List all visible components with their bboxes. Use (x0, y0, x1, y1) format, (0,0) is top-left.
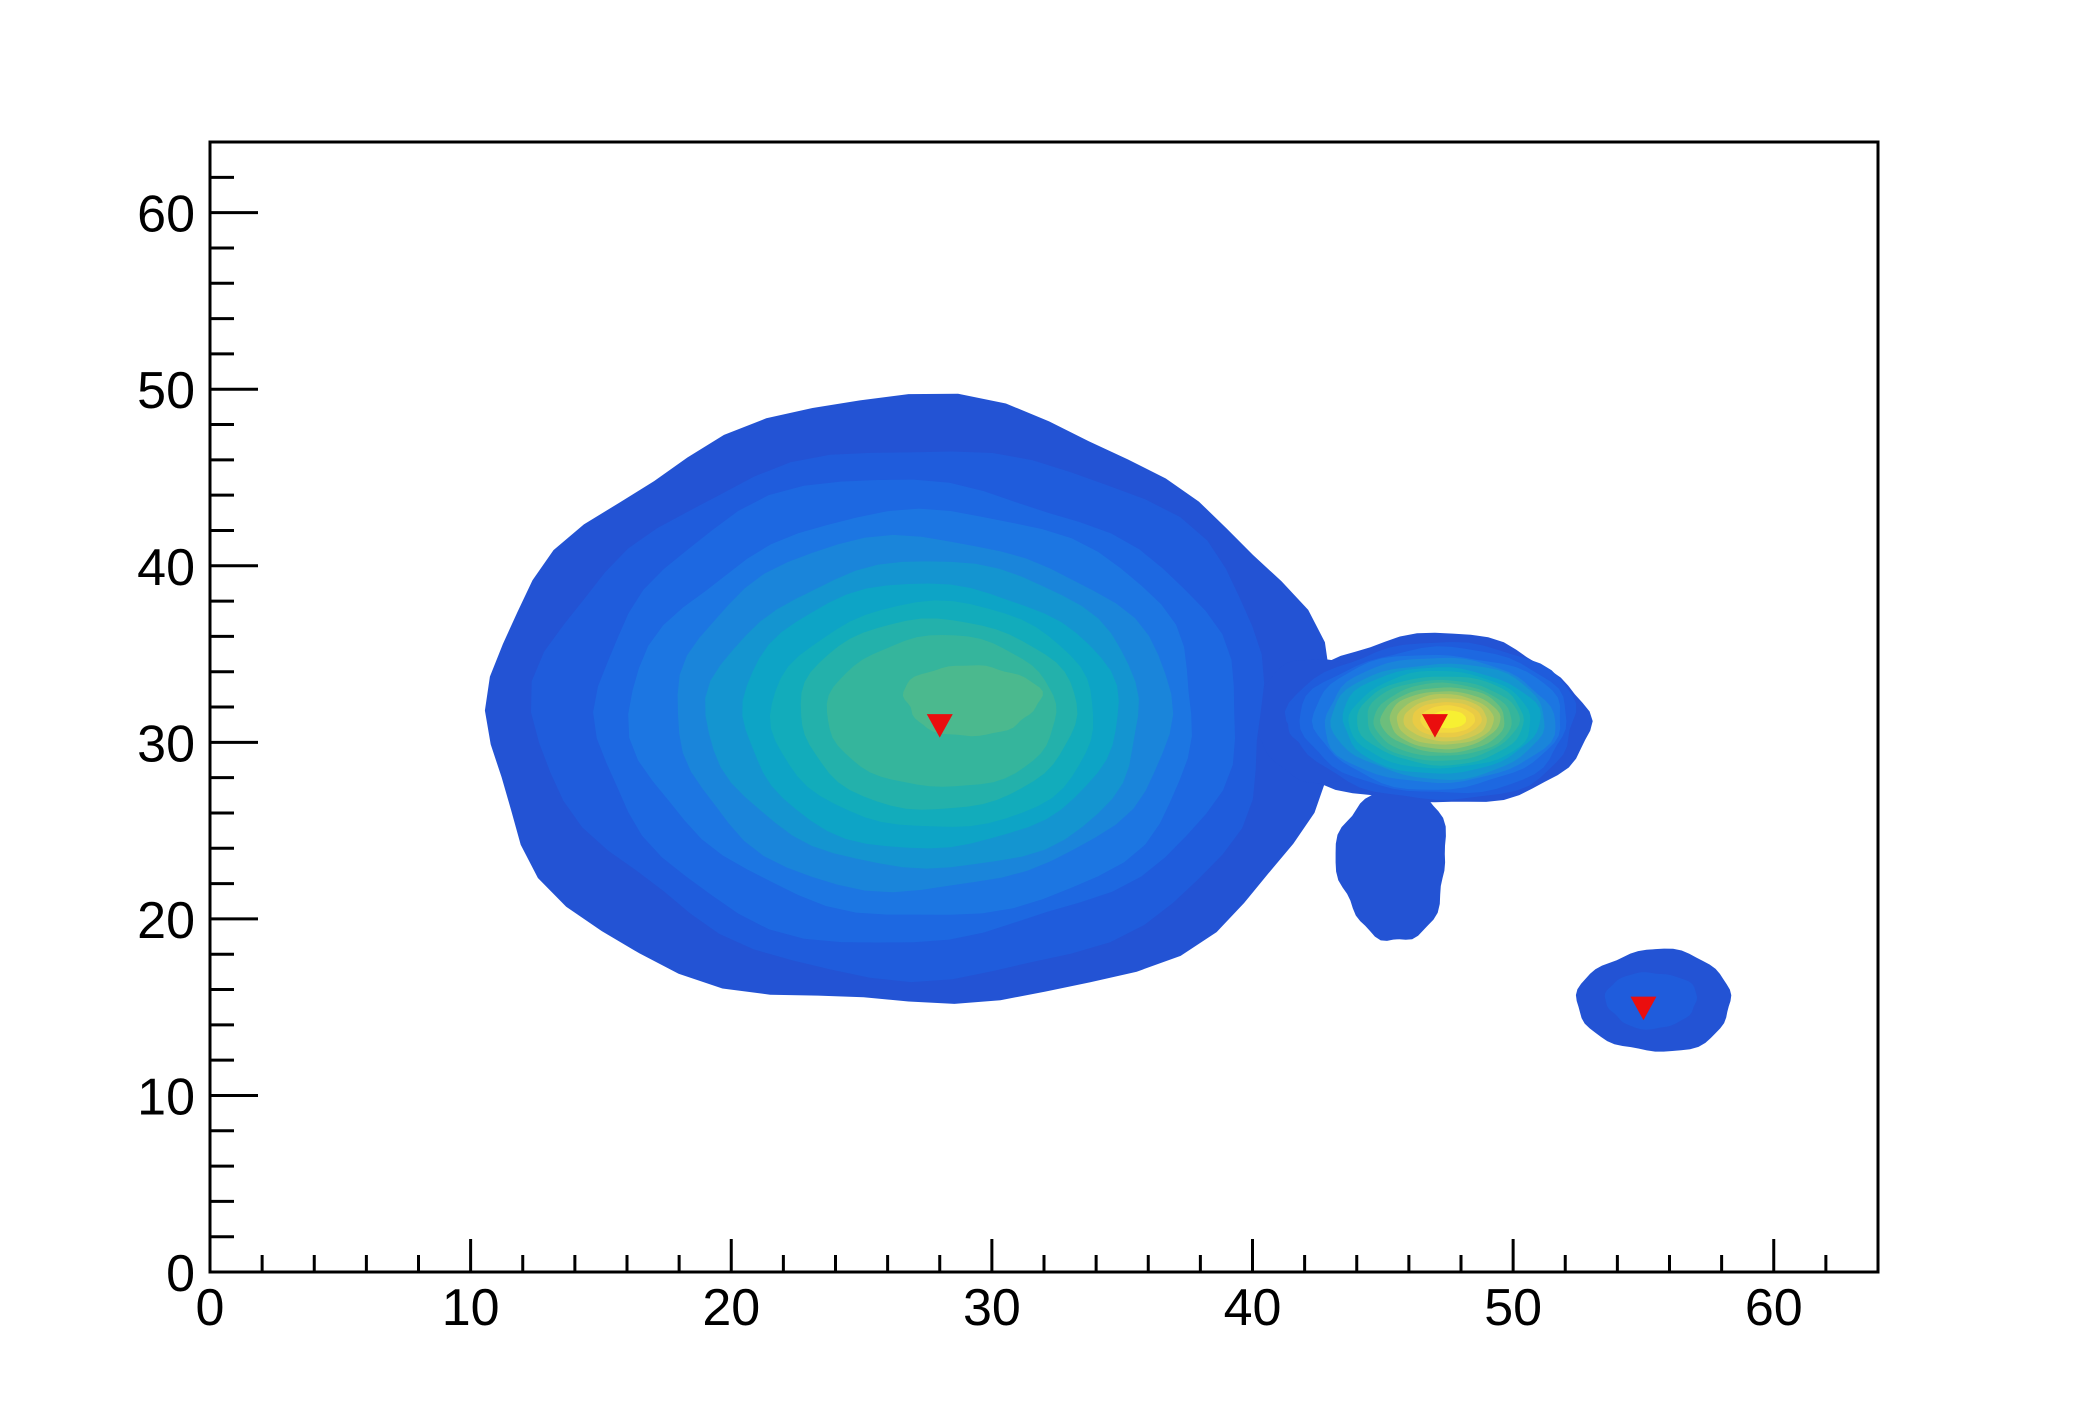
x-tick-label: 40 (1224, 1279, 1282, 1337)
peak-marker (926, 714, 953, 738)
y-tick-label: 20 (137, 892, 195, 950)
x-tick-label: 50 (1484, 1279, 1542, 1337)
axis-tick-labels: 0 10 20 30 40 50 60 0 10 20 30 40 50 60 (137, 186, 1803, 1337)
peak-markers (926, 714, 1657, 1021)
y-tick-label: 60 (137, 186, 195, 244)
peak-marker (1421, 714, 1448, 738)
y-tick-label: 30 (137, 715, 195, 773)
x-tick-label: 20 (702, 1279, 760, 1337)
y-tick-label: 0 (166, 1245, 195, 1303)
x-tick-label: 60 (1745, 1279, 1803, 1337)
peak-marker (1630, 996, 1657, 1021)
y-tick-label: 10 (137, 1068, 195, 1126)
x-tick-label: 0 (196, 1279, 225, 1337)
y-tick-label: 40 (137, 539, 195, 597)
x-tick-label: 10 (442, 1279, 500, 1337)
x-tick-label: 30 (963, 1279, 1021, 1337)
y-tick-label: 50 (137, 362, 195, 420)
contour-levels (484, 393, 1732, 1052)
axis-ticks (208, 175, 1828, 1274)
contour-level-shape (1335, 784, 1446, 941)
